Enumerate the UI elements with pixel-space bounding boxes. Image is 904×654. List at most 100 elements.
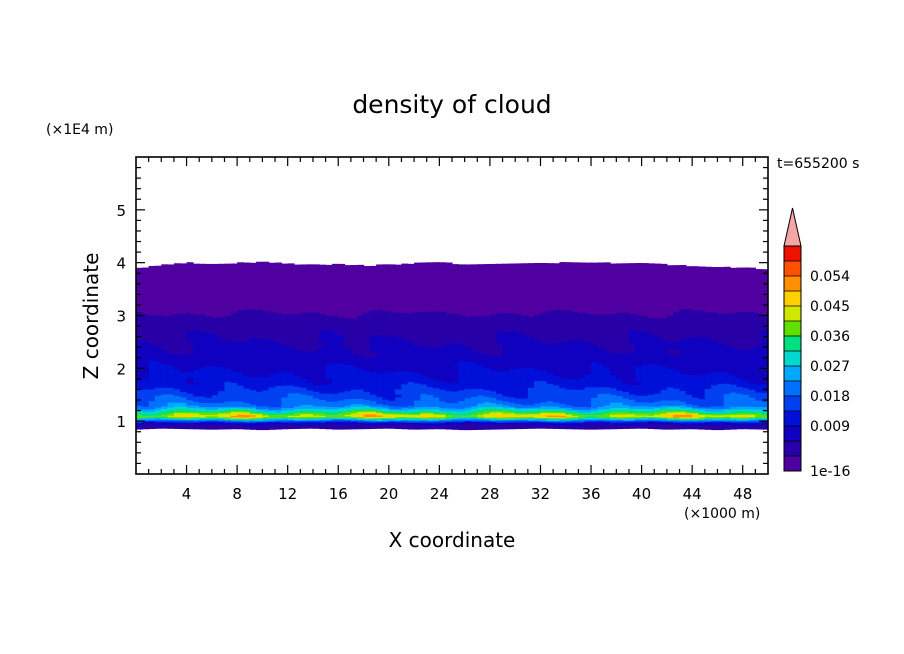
density-cell <box>167 397 175 400</box>
density-cell <box>281 308 289 311</box>
density-cell <box>338 417 346 420</box>
density-cell <box>256 351 263 354</box>
density-cell <box>230 378 238 381</box>
density-cell <box>224 357 232 360</box>
density-cell <box>186 379 194 382</box>
density-cell <box>136 405 143 408</box>
density-cell <box>256 347 263 350</box>
density-cell <box>136 361 143 364</box>
density-cell <box>199 274 207 277</box>
density-cell <box>211 390 219 393</box>
density-cell <box>192 399 200 402</box>
density-cell <box>338 298 346 301</box>
density-cell <box>211 282 219 285</box>
density-cell <box>256 389 263 392</box>
density-cell <box>192 270 200 273</box>
density-cell <box>306 352 314 355</box>
density-cell <box>256 400 263 403</box>
density-cell <box>275 351 282 353</box>
density-cell <box>275 365 282 368</box>
density-cell <box>294 291 301 293</box>
density-cell <box>249 299 257 302</box>
density-cell <box>369 383 377 386</box>
density-cell <box>338 329 346 332</box>
density-cell <box>312 370 320 372</box>
density-cell <box>331 411 339 414</box>
y-unit-label: (×1E4 m) <box>46 122 113 138</box>
density-cell <box>325 426 333 428</box>
density-cell <box>148 279 156 282</box>
density-cell <box>363 316 371 319</box>
density-cell <box>180 321 188 324</box>
density-cell <box>281 279 289 282</box>
density-cell <box>256 348 263 351</box>
density-cell <box>173 277 181 280</box>
density-cell <box>180 303 188 305</box>
density-cell <box>154 310 162 313</box>
density-cell <box>376 267 384 270</box>
density-cell <box>180 379 188 382</box>
density-cell <box>268 274 276 277</box>
density-cell <box>268 401 276 404</box>
density-cell <box>249 379 257 381</box>
density-cell <box>268 322 276 325</box>
density-cell <box>344 307 352 310</box>
density-cell <box>376 383 384 386</box>
density-cell <box>237 283 245 286</box>
density-cell <box>363 292 371 295</box>
density-cell <box>350 345 358 348</box>
density-cell <box>218 394 226 397</box>
density-cell <box>256 416 263 419</box>
density-cell <box>224 408 232 411</box>
density-cell <box>275 296 282 299</box>
density-cell <box>268 357 276 360</box>
density-cell <box>376 360 384 363</box>
density-cell <box>249 340 257 343</box>
density-cell <box>350 346 358 349</box>
density-cell <box>199 324 207 327</box>
density-cell <box>173 296 181 299</box>
density-cell <box>268 318 276 321</box>
density-cell <box>237 334 245 337</box>
density-cell <box>294 374 301 377</box>
density-cell <box>319 289 327 292</box>
density-cell <box>363 279 371 282</box>
density-cell <box>180 306 188 309</box>
density-cell <box>262 391 270 394</box>
density-cell <box>224 358 232 361</box>
density-cell <box>186 357 194 360</box>
density-cell <box>256 277 263 280</box>
density-cell <box>173 395 181 398</box>
density-cell <box>306 414 314 417</box>
density-cell <box>224 294 232 296</box>
density-cell <box>275 267 282 270</box>
density-cell <box>331 269 339 272</box>
density-cell <box>262 269 270 272</box>
density-cell <box>199 294 207 297</box>
density-cell <box>275 302 282 305</box>
density-cell <box>256 344 263 347</box>
density-cell <box>224 320 232 323</box>
density-cell <box>281 394 289 397</box>
density-cell <box>363 277 371 280</box>
density-cell <box>237 375 245 378</box>
density-cell <box>218 350 226 353</box>
density-cell <box>230 359 238 362</box>
density-cell <box>211 335 219 338</box>
density-cell <box>350 272 358 275</box>
density-cell <box>249 414 257 417</box>
density-cell <box>363 332 371 334</box>
density-cell <box>161 404 169 407</box>
density-cell <box>376 382 384 384</box>
density-cell <box>180 288 188 291</box>
density-cell <box>382 284 390 287</box>
density-cell <box>262 426 270 429</box>
density-cell <box>243 267 251 270</box>
density-cell <box>218 303 226 306</box>
density-cell <box>363 375 371 378</box>
density-cell <box>369 412 377 415</box>
density-cell <box>224 423 232 426</box>
density-cell <box>338 281 346 284</box>
density-cell <box>376 351 384 354</box>
density-cell <box>325 349 333 352</box>
